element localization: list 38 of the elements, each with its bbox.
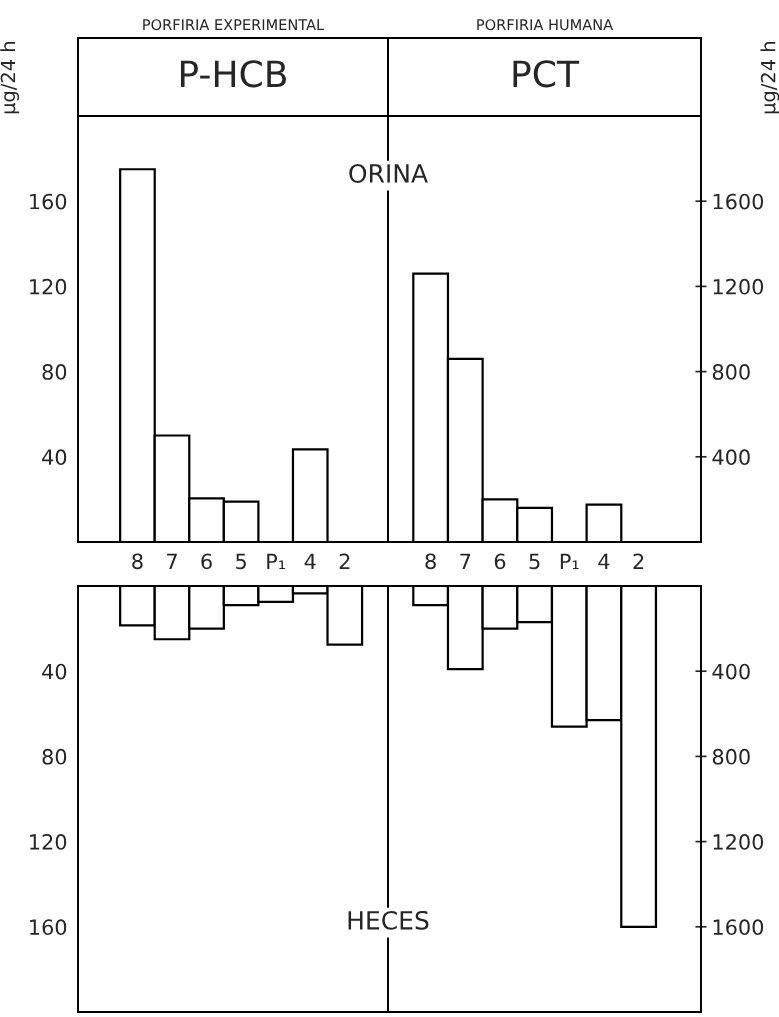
y-tick-label: 800 xyxy=(712,364,750,380)
y-tick-label: 1600 xyxy=(713,919,764,936)
chart-subtitle: PORFIRIA EXPERIMENTAL xyxy=(143,19,325,31)
y-tick-label: 40 xyxy=(42,449,67,466)
x-tick-label: 7 xyxy=(167,553,177,569)
x-tick-label: 6 xyxy=(494,553,506,570)
y-tick-label: 80 xyxy=(42,748,67,765)
annotation: ORINA xyxy=(349,163,428,183)
y-axis-title: μg/24 h xyxy=(0,42,20,114)
y-axis-title: μg/24 h xyxy=(760,42,779,114)
chart-title: PCT xyxy=(513,60,580,88)
y-tick-label: 400 xyxy=(712,449,750,466)
x-tick-label: 8 xyxy=(132,553,143,570)
x-tick-label: 5 xyxy=(236,553,246,570)
x-tick-label: 7 xyxy=(460,553,471,569)
y-tick-label: 160 xyxy=(30,193,67,210)
chart-subtitle: PORFIRIA HUMANA xyxy=(477,19,613,31)
y-tick-label: 160 xyxy=(30,919,67,936)
x-tick-label: 2 xyxy=(633,553,644,569)
x-tick-label: P₁ xyxy=(560,553,579,570)
y-tick-label: 800 xyxy=(712,748,750,765)
y-tick-label: 1200 xyxy=(713,278,764,295)
x-tick-label: 4 xyxy=(304,553,316,569)
x-tick-label: 4 xyxy=(598,553,610,569)
annotation: HECES xyxy=(348,910,429,930)
y-tick-label: 40 xyxy=(42,663,67,680)
y-tick-label: 80 xyxy=(42,364,67,380)
x-tick-label: 5 xyxy=(529,553,540,570)
x-tick-label: P₁ xyxy=(267,553,285,570)
y-tick-label: 120 xyxy=(30,278,67,295)
chart-title: P-HCB xyxy=(180,60,287,88)
x-tick-label: 6 xyxy=(201,553,212,570)
x-tick-label: 8 xyxy=(425,553,436,570)
y-tick-label: 400 xyxy=(712,663,750,680)
x-tick-label: 2 xyxy=(339,553,350,569)
y-tick-label: 1200 xyxy=(713,834,764,850)
y-tick-label: 1600 xyxy=(713,193,764,210)
y-tick-label: 120 xyxy=(30,834,67,850)
